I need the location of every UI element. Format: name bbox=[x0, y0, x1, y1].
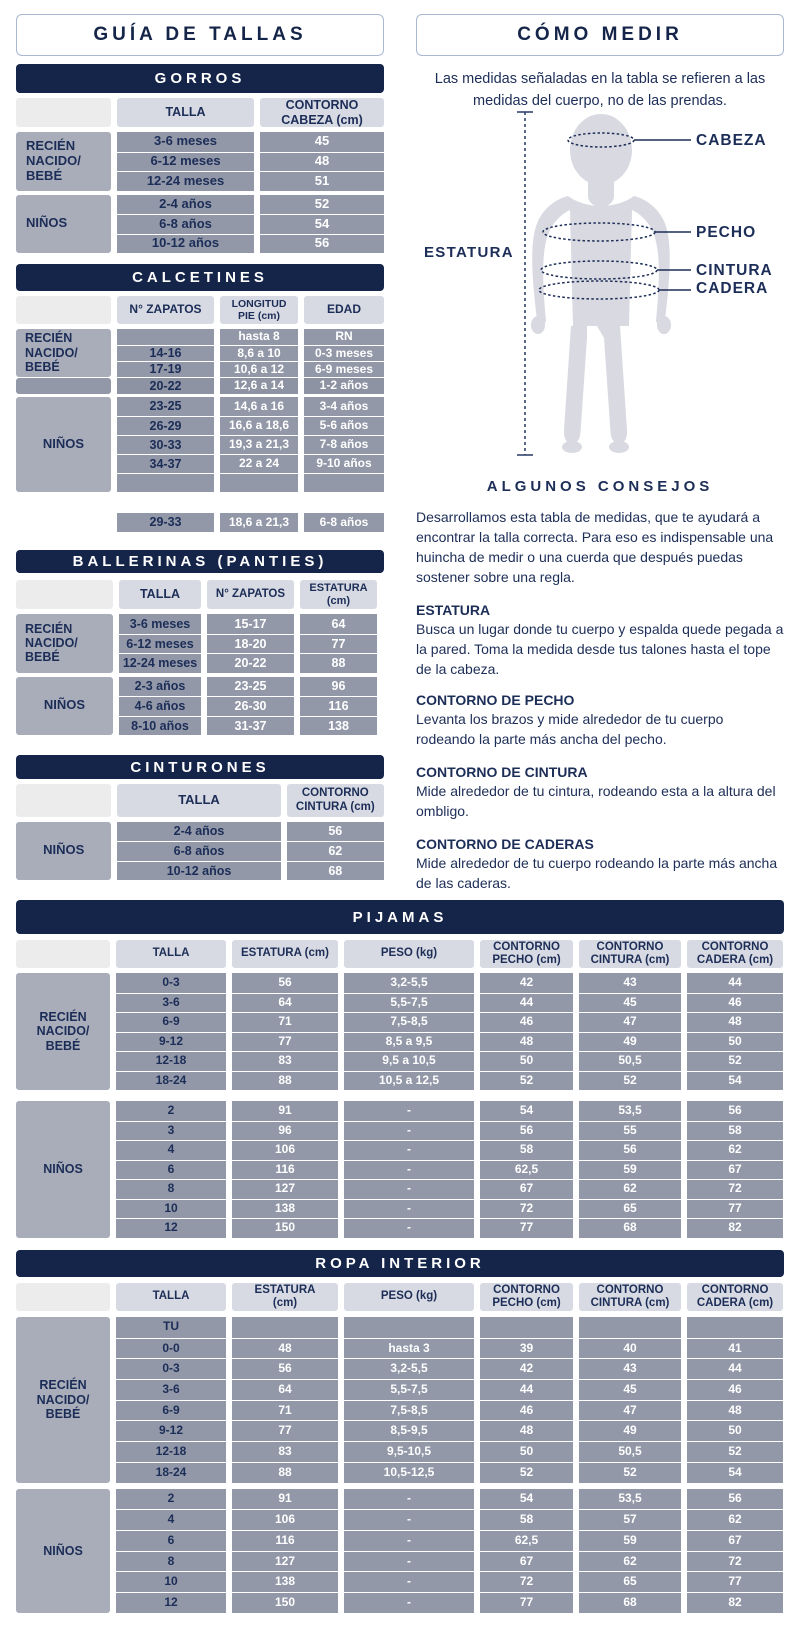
svg-text:CADERA: CADERA bbox=[696, 280, 768, 297]
svg-text:PECHO: PECHO bbox=[696, 224, 756, 241]
svg-text:CINTURA: CINTURA bbox=[696, 262, 773, 279]
svg-text:ESTATURA: ESTATURA bbox=[424, 244, 514, 261]
svg-text:CABEZA: CABEZA bbox=[696, 132, 767, 149]
